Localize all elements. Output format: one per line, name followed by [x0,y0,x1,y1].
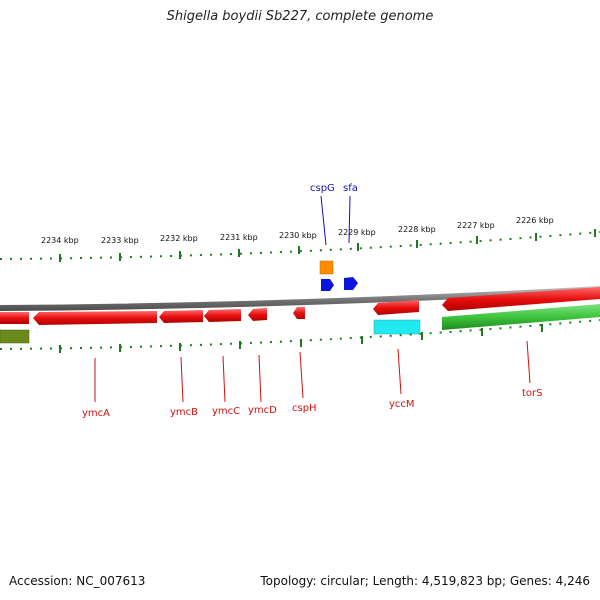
gene-cspH[interactable] [293,307,305,319]
gene-label-ymcB: ymcB [170,407,198,418]
cspG-leader-line [320,195,327,246]
gene-label-sfa: sfa [343,183,358,194]
cyan-feature[interactable] [373,319,421,335]
gene-label-ymcD: ymcD [248,405,277,416]
scale-label: 2233 kbp [101,236,139,245]
scale-label: 2234 kbp [41,236,79,245]
outer-tick-ring [0,229,600,262]
gene-label-yccM: yccM [389,399,415,410]
scale-label: 2228 kbp [398,225,436,234]
reverse-genes [0,287,600,325]
scale-label: 2226 kbp [516,216,554,225]
gene-sfa[interactable] [344,277,358,290]
gene-ymcB[interactable] [159,310,203,323]
sfa-leader-line [348,195,351,244]
rna-gene[interactable] [319,260,334,275]
gene-yccM[interactable] [373,300,419,315]
gene-label-ymcA: ymcA [82,408,110,419]
genome-backbone [0,286,600,311]
gene-ymcD[interactable] [248,308,267,321]
gene-ymcA[interactable] [33,311,157,325]
gene-cspG[interactable] [321,279,334,291]
genome-stats: Topology: circular; Length: 4,519,823 bp… [260,574,590,588]
scale-label: 2229 kbp [338,228,376,237]
green-feature[interactable] [442,304,600,330]
scale-label: 2232 kbp [160,234,198,243]
genome-title: Shigella boydii Sb227, complete genome [166,9,434,24]
gene-leader-lines [94,340,531,403]
scale-labels: 2234 kbp 2233 kbp 2232 kbp 2231 kbp 2230… [41,216,554,245]
scale-label: 2230 kbp [279,231,317,240]
accession-label: Accession: NC_007613 [9,574,146,588]
olive-feature[interactable] [0,329,30,344]
inner-tick-ring [0,319,600,353]
gene-partial-left[interactable] [0,312,29,324]
scale-label: 2227 kbp [457,221,495,230]
gene-torS[interactable] [442,287,600,311]
gene-label-cspH: cspH [292,403,317,414]
gene-label-cspG: cspG [310,183,335,194]
gene-ymcC[interactable] [204,309,241,322]
gene-label-torS: torS [522,388,543,399]
scale-label: 2231 kbp [220,233,258,242]
gene-label-ymcC: ymcC [212,406,240,417]
